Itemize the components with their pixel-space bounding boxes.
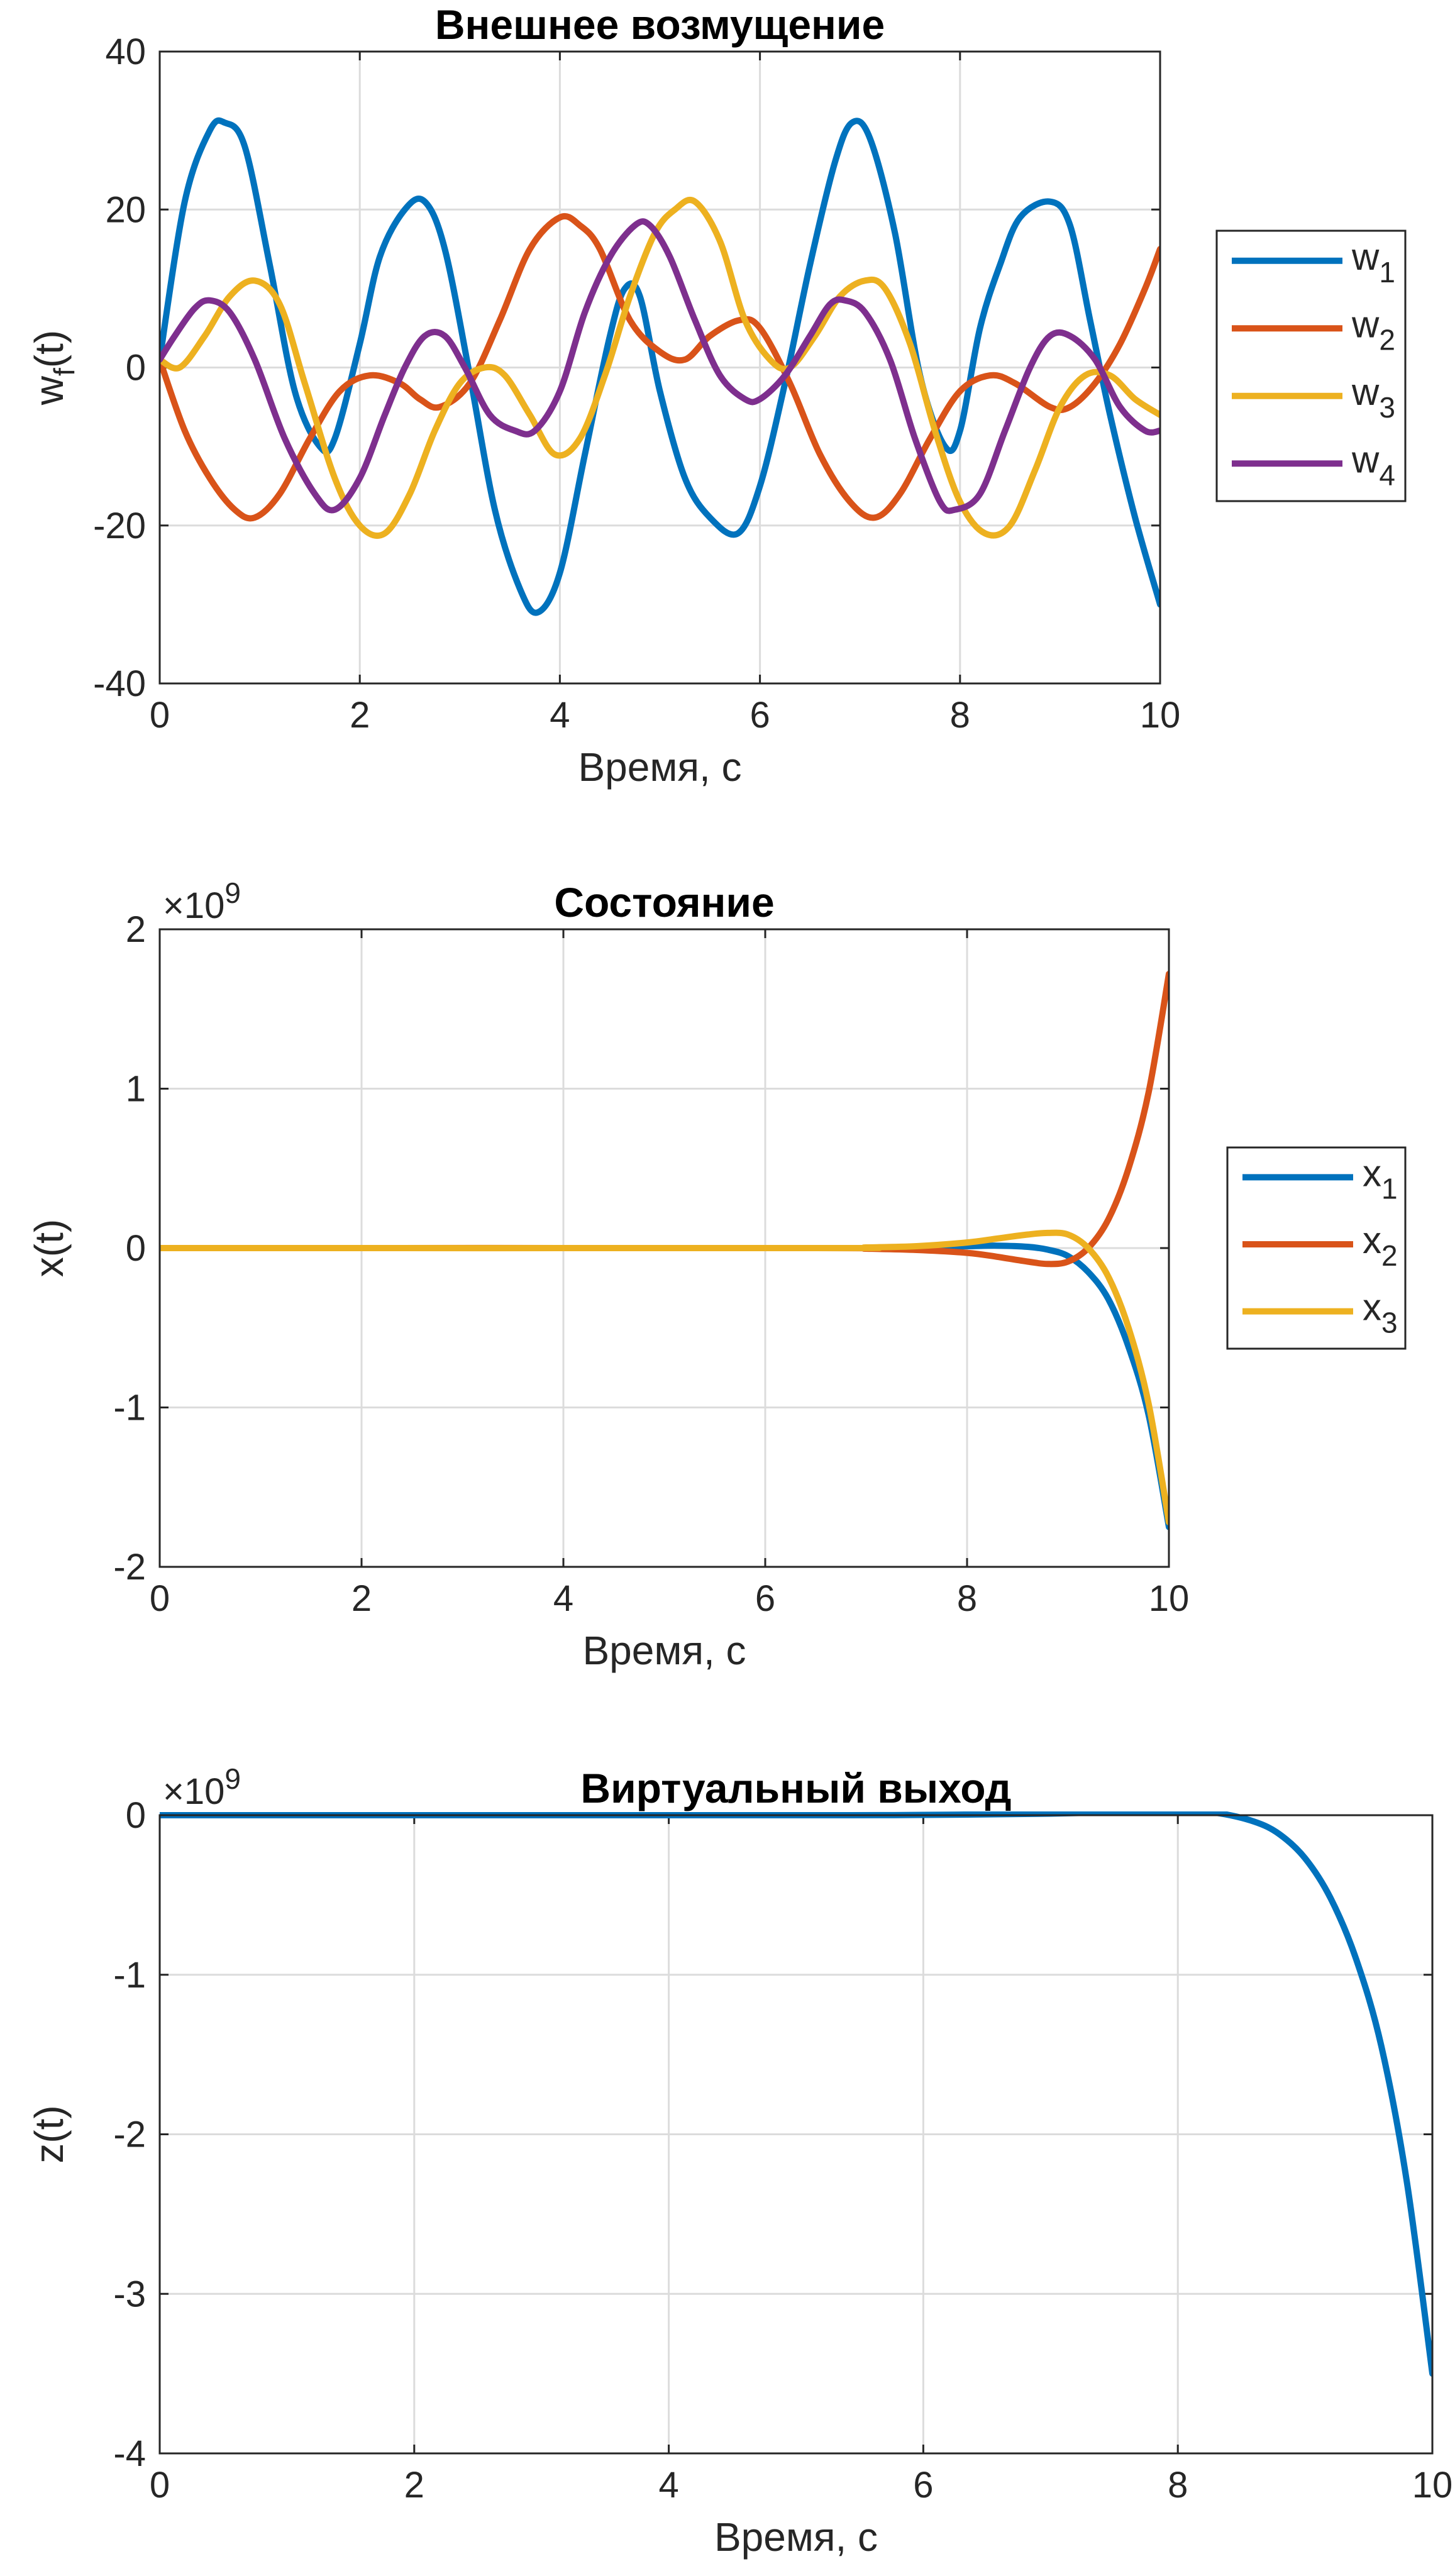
y-tick-label: -1 [113, 1955, 146, 1996]
chart-title: Состояние [554, 879, 774, 926]
x-tick-label: 10 [1149, 1578, 1190, 1619]
y-tick-label: 1 [126, 1069, 146, 1110]
legend-entry-w2: w2 [1351, 303, 1395, 356]
y-tick-label: -4 [113, 2433, 146, 2474]
axis-multiplier: ×109 [163, 876, 241, 926]
axis-multiplier: ×109 [163, 1762, 241, 1812]
legend-entry-x3: x3 [1363, 1286, 1398, 1339]
x-tick-label: 4 [550, 695, 570, 736]
x-tick-label: 6 [750, 695, 770, 736]
x-tick-label: 2 [350, 695, 370, 736]
x-tick-label: 8 [950, 695, 970, 736]
y-tick-label: -2 [113, 1547, 146, 1588]
legend: w1 w2 w3 w4 [1215, 229, 1407, 502]
legend-entry-w4: w4 [1351, 438, 1395, 491]
x-tick-label: 0 [150, 695, 170, 736]
x-tick-label: 10 [1412, 2465, 1453, 2506]
x-axis-label: Время, с [714, 2514, 878, 2560]
y-tick-label: -2 [113, 2114, 146, 2155]
chart-panel-1: 0 2 4 6 8 10 40 20 0 -20 -40 Внешнее возмущение Врем… [26, 1, 1407, 790]
y-tick-label: -40 [93, 663, 146, 704]
x-tick-label: 2 [351, 1578, 372, 1619]
legend-entry-x2: x2 [1363, 1219, 1398, 1272]
x-tick-label: 4 [553, 1578, 573, 1619]
series-line-w2 [160, 213, 1160, 522]
series-line-w4 [160, 218, 1160, 514]
series-line-x3 [160, 1229, 1169, 1525]
x-tick-label: 4 [658, 2465, 678, 2506]
legend-entry-w3: w3 [1351, 371, 1395, 424]
axes-box [158, 50, 1161, 685]
chart-title: Виртуальный выход [580, 1765, 1011, 1811]
x-tick-label: 0 [150, 2465, 170, 2506]
x-axis-label: Время, с [582, 1628, 746, 1673]
y-tick-label: 0 [126, 348, 146, 389]
legend-box [1226, 1146, 1407, 1350]
x-axis-label: Время, с [578, 744, 741, 790]
x-tick-label: 8 [1168, 2465, 1188, 2506]
x-tick-label: 0 [150, 1578, 170, 1619]
x-tick-label: 10 [1140, 695, 1181, 736]
y-axis-label: x(t) [26, 1219, 72, 1277]
y-tick-label: 2 [126, 909, 146, 950]
axes-box [158, 928, 1170, 1568]
y-tick-label: -3 [113, 2274, 146, 2314]
y-axis-label: z(t) [26, 2105, 72, 2163]
y-tick-label: 0 [126, 1228, 146, 1269]
legend-entry-x1: x1 [1363, 1152, 1398, 1205]
y-tick-label: 20 [105, 189, 146, 230]
x-tick-label: 8 [957, 1578, 977, 1619]
x-tick-label: 2 [404, 2465, 424, 2506]
axes-box [158, 1814, 1434, 2455]
legend: x1 x2 x3 [1226, 1146, 1407, 1350]
y-axis-label: wf(t) [26, 330, 80, 406]
y-tick-label: 0 [126, 1795, 146, 1836]
y-tick-label: 40 [105, 31, 146, 72]
legend-box [1215, 229, 1407, 502]
x-tick-label: 6 [913, 2465, 933, 2506]
chart-title: Внешнее возмущение [435, 1, 885, 48]
legend-entry-w1: w1 [1351, 236, 1395, 289]
x-tick-label: 6 [755, 1578, 775, 1619]
y-tick-label: -1 [113, 1388, 146, 1429]
series-group [160, 971, 1169, 1530]
chart-panel-3: 0 2 4 6 8 10 0 -1 -2 -3 -4 Виртуальный выход Время, … [26, 1762, 1452, 2560]
y-tick-label: -20 [93, 506, 146, 546]
series-group [160, 117, 1160, 616]
